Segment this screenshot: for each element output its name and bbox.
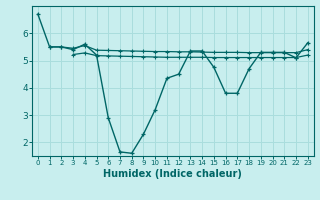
X-axis label: Humidex (Indice chaleur): Humidex (Indice chaleur)	[103, 169, 242, 179]
